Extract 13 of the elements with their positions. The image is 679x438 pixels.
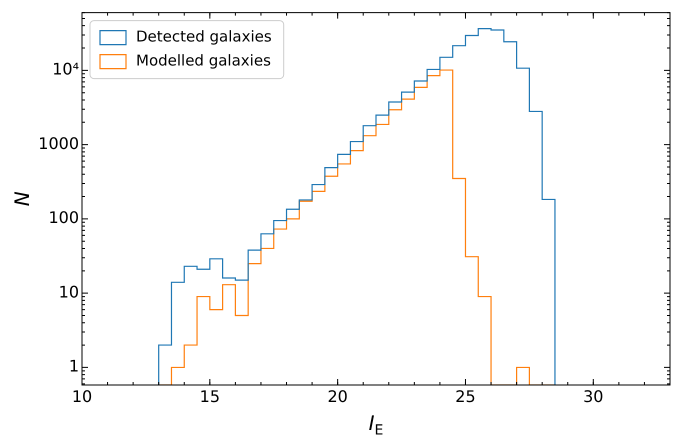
x-tick-label: 30 [583, 386, 604, 406]
legend-label: Detected galaxies [136, 27, 272, 46]
y-tick-label: 1 [68, 356, 79, 376]
x-tick-label: 25 [455, 386, 476, 406]
x-tick-label: 10 [72, 386, 92, 406]
y-tick-label: 10⁴ [52, 60, 79, 79]
y-tick-label: 100 [48, 208, 79, 228]
x-tick-label: 20 [327, 386, 348, 406]
x-tick-label: 15 [200, 386, 220, 406]
y-tick-label: 1000 [38, 134, 79, 153]
y-axis-title: N [10, 191, 34, 206]
y-tick-label: 10 [58, 282, 79, 302]
legend-label: Modelled galaxies [136, 51, 272, 70]
